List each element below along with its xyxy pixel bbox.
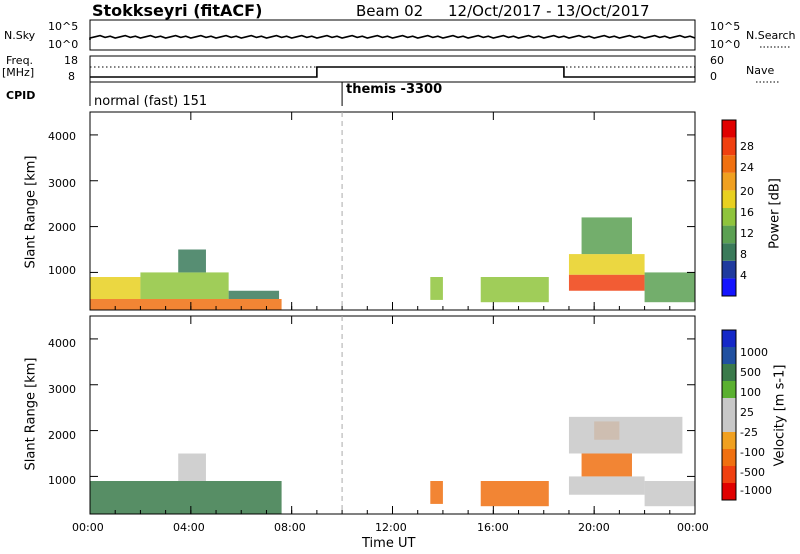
- velocity-cbar-tick: -100: [740, 446, 765, 459]
- date-range: 12/Oct/2017 - 13/Oct/2017: [448, 2, 650, 20]
- velocity-cbar-tick: -500: [740, 466, 765, 479]
- power-echo-3: [178, 249, 206, 273]
- velocity-cbar-tick: -1000: [740, 484, 772, 497]
- velocity-echo-8: [644, 481, 695, 507]
- velocity-echo-3: [480, 481, 549, 507]
- power-colorbar-cell: [722, 243, 736, 261]
- velocity-colorbar-cell: [722, 398, 736, 415]
- nsearch-label: N.Search: [746, 29, 796, 42]
- power-ytick: 2000: [48, 221, 76, 234]
- freq-frame: [89, 55, 696, 83]
- velocity-echo-7: [568, 416, 683, 454]
- beam-label: Beam 02: [356, 2, 424, 20]
- power-colorbar-cell: [722, 208, 736, 226]
- nsearch-tick-top: 10^5: [710, 20, 741, 33]
- velocity-colorbar-cell: [722, 347, 736, 364]
- nsky-tick-bottom: 10^0: [48, 38, 79, 51]
- freq-tick-top: 18: [64, 54, 78, 67]
- x-tick: 00:00: [677, 521, 709, 534]
- nave-label: Nave: [746, 64, 775, 77]
- power-colorbar-cell: [722, 190, 736, 208]
- nave-tick-top: 60: [710, 54, 724, 67]
- x-tick: 04:00: [173, 521, 205, 534]
- velocity-colorbar-cell: [722, 415, 736, 432]
- power-colorbar-cell: [722, 278, 736, 296]
- power-colorbar-cell: [722, 260, 736, 279]
- power-echo-10: [644, 272, 695, 303]
- power-cbar-tick: 20: [740, 185, 754, 198]
- power-colorbar-cell: [722, 120, 736, 138]
- power-echo-7: [568, 274, 645, 291]
- velocity-colorbar-cell: [722, 432, 736, 449]
- power-colorbar-cell: [722, 225, 736, 244]
- velocity-colorbar-cell: [722, 381, 736, 398]
- power-ytick: 1000: [48, 264, 76, 277]
- power-colorbar-cell: [722, 137, 736, 156]
- power-ytick: 4000: [48, 130, 76, 143]
- power-echo-8: [568, 254, 645, 275]
- velocity-cbar-tick: 500: [740, 366, 761, 379]
- velocity-echo-0: [90, 481, 282, 514]
- cpid-segment-2: themis -3300: [346, 82, 443, 97]
- velocity-colorbar-cell: [722, 483, 736, 500]
- x-tick: 12:00: [375, 521, 407, 534]
- velocity-echo-4: [568, 476, 645, 495]
- x-axis-label: Time UT: [362, 536, 416, 551]
- freq-trace: [90, 66, 695, 78]
- power-cbar-tick: 24: [740, 161, 754, 174]
- cpid-segment-1: normal (fast) 151: [94, 94, 208, 109]
- velocity-echo-5: [581, 453, 632, 477]
- x-tick: 00:00: [72, 521, 104, 534]
- velocity-echo-2: [430, 481, 443, 504]
- power-cbar-tick: 4: [740, 269, 747, 282]
- x-tick: 20:00: [578, 521, 610, 534]
- x-tick: 08:00: [274, 521, 306, 534]
- velocity-ytick: 2000: [48, 429, 76, 442]
- power-ytick: 3000: [48, 177, 76, 190]
- velocity-colorbar-cell: [722, 364, 736, 381]
- power-echo-9: [581, 217, 632, 255]
- nave-tick-bottom: 0: [710, 70, 717, 83]
- power-echo-4: [228, 290, 280, 299]
- power-cbar-tick: 12: [740, 227, 754, 240]
- cpid-label: CPID: [6, 89, 36, 102]
- velocity-ytick: 4000: [48, 337, 76, 350]
- velocity-colorbar-cell: [722, 330, 736, 347]
- power-echo-1: [90, 277, 141, 299]
- velocity-ytick: 3000: [48, 383, 76, 396]
- power-echo-5: [430, 277, 443, 300]
- power-echo-6: [480, 277, 549, 303]
- velocity-colorbar-cell: [722, 449, 736, 466]
- freq-unit: [MHz]: [2, 66, 35, 79]
- velocity-ytick: 1000: [48, 474, 76, 487]
- nsky-tick-top: 10^5: [48, 20, 79, 33]
- nsky-trace: [89, 34, 696, 40]
- velocity-echo-1: [178, 453, 206, 481]
- velocity-colorbar-cell: [722, 466, 736, 483]
- power-echo-2: [140, 272, 229, 299]
- power-cbar-tick: 16: [740, 206, 754, 219]
- velocity-cbar-tick: 100: [740, 386, 761, 399]
- x-tick: 16:00: [477, 521, 509, 534]
- velocity-colorbar-frame: [721, 329, 737, 501]
- freq-label: Freq.: [6, 54, 34, 67]
- nsky-label: N.Sky: [4, 29, 36, 42]
- power-cbar-tick: 8: [740, 248, 747, 261]
- station-title: Stokkseyri (fitACF): [92, 1, 263, 20]
- power-cbar-tick: 28: [740, 140, 754, 153]
- freq-tick-bottom: 8: [68, 70, 75, 83]
- power-echo-0: [90, 299, 282, 310]
- power-colorbar-frame: [721, 119, 737, 297]
- velocity-cbar-tick: -25: [740, 426, 758, 439]
- velocity-cbar-tick: 25: [740, 406, 754, 419]
- velocity-cbar-tick: 1000: [740, 346, 768, 359]
- power-colorbar-cell: [722, 155, 736, 173]
- nsky-frame: [89, 19, 696, 51]
- power-colorbar-cell: [722, 172, 736, 191]
- nsearch-tick-bottom: 10^0: [710, 38, 741, 51]
